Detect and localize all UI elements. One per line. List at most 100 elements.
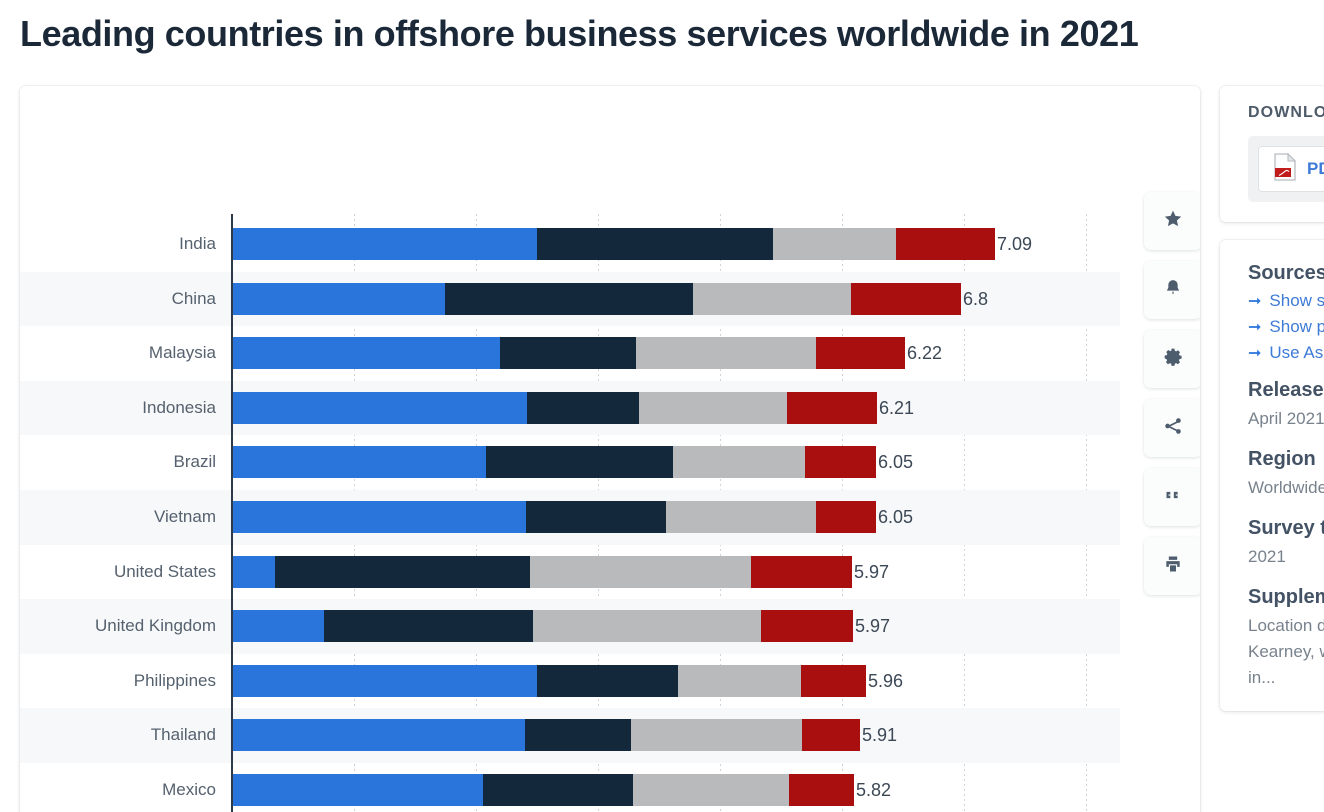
- download-pdf-label: PDF: [1307, 159, 1324, 178]
- y-axis-line: [231, 214, 233, 812]
- bar-segment-3[interactable]: [666, 501, 816, 533]
- chart-row: China 6.8: [20, 271, 1120, 327]
- bar-segment-2[interactable]: [275, 555, 530, 588]
- bar-segment-2[interactable]: [525, 719, 631, 752]
- cite-button[interactable]: [1144, 468, 1200, 526]
- bar-segment-4[interactable]: [751, 555, 852, 588]
- bar-segment-4[interactable]: [802, 719, 860, 752]
- category-label: United Kingdom: [95, 616, 216, 636]
- source-link-0[interactable]: ➞ Show sources information: [1248, 291, 1324, 311]
- share-button[interactable]: [1144, 399, 1200, 457]
- bar-value-label: 6.22: [907, 343, 943, 364]
- bar-segment-3[interactable]: [693, 282, 851, 315]
- bar-segment-1[interactable]: [232, 501, 526, 533]
- bar-value-label: 6.05: [878, 507, 914, 527]
- download-heading: DOWNLOAD: [1248, 104, 1324, 121]
- gear-icon: [1163, 347, 1183, 372]
- bar-segment-4[interactable]: [761, 610, 853, 643]
- arrow-right-icon: ➞: [1248, 319, 1262, 336]
- bar-segment-1[interactable]: [232, 391, 527, 424]
- bar-segment-4[interactable]: [787, 391, 877, 424]
- stacked-bar[interactable]: [232, 228, 995, 260]
- bar-segment-1[interactable]: [232, 282, 445, 315]
- bar-segment-3[interactable]: [773, 228, 896, 260]
- stacked-bar[interactable]: [232, 282, 961, 315]
- chart-row: United States 5.97: [20, 545, 1120, 600]
- bar-value-label: 5.97: [855, 616, 891, 637]
- chart-row: Vietnam 6.05: [20, 490, 1120, 545]
- bar-segment-1[interactable]: [232, 664, 537, 697]
- bar-segment-3[interactable]: [530, 555, 751, 588]
- bar-segment-2[interactable]: [445, 282, 693, 315]
- bar-segment-2[interactable]: [486, 446, 673, 479]
- bell-icon: [1163, 278, 1183, 303]
- stacked-bar[interactable]: [232, 391, 877, 424]
- category-label: Vietnam: [153, 507, 216, 526]
- chart-card: India 7.09 China 6.8 Malaysia 6.22 Indonesia 6.…: [20, 86, 1200, 812]
- bar-segment-2[interactable]: [526, 501, 666, 533]
- bar-segment-1[interactable]: [232, 610, 324, 643]
- bar-segment-3[interactable]: [639, 391, 787, 424]
- bar-segment-4[interactable]: [805, 446, 876, 479]
- survey-value: 2021: [1248, 547, 1286, 566]
- stacked-bar[interactable]: [232, 664, 866, 697]
- chart-row: Indonesia 6.21: [20, 380, 1120, 436]
- chart-plot-area: India 7.09 China 6.8 Malaysia 6.22 Indonesia 6.…: [20, 86, 1120, 812]
- stacked-bar[interactable]: [232, 337, 905, 370]
- download-card: DOWNLOAD PDF: [1220, 86, 1324, 222]
- share-icon: [1163, 416, 1183, 441]
- chart-row: India 7.09: [20, 217, 1120, 272]
- download-pdf-button[interactable]: PDF: [1258, 146, 1324, 192]
- category-label: Mexico: [162, 780, 216, 799]
- source-link-1[interactable]: ➞ Show publisher information: [1248, 317, 1324, 337]
- category-label: Thailand: [150, 725, 216, 745]
- bar-segment-2[interactable]: [537, 228, 773, 260]
- bar-segment-4[interactable]: [851, 282, 961, 315]
- category-label: Malaysia: [148, 343, 216, 363]
- stacked-bar[interactable]: [232, 719, 860, 752]
- supplementary-title: Supplementary notes: [1248, 586, 1324, 608]
- bar-segment-2[interactable]: [483, 774, 633, 806]
- stacked-bar[interactable]: [232, 446, 876, 479]
- pdf-file-icon: [1273, 152, 1297, 186]
- alert-button[interactable]: [1144, 261, 1200, 319]
- source-link-2[interactable]: ➞ Use Ask Statista Research Service: [1248, 343, 1324, 363]
- bar-segment-2[interactable]: [537, 664, 678, 697]
- bar-segment-4[interactable]: [896, 228, 995, 260]
- bar-segment-3[interactable]: [673, 446, 805, 479]
- quote-icon: [1163, 485, 1183, 510]
- region-title: Region: [1248, 448, 1316, 470]
- stacked-bar[interactable]: [232, 501, 876, 533]
- bar-segment-4[interactable]: [816, 337, 905, 370]
- bar-segment-1[interactable]: [232, 446, 486, 479]
- stacked-bar[interactable]: [232, 774, 854, 806]
- meta-card: Sources ➞ Show sources information ➞ Sho…: [1220, 240, 1324, 711]
- bar-segment-1[interactable]: [232, 774, 483, 806]
- bar-segment-2[interactable]: [324, 610, 533, 643]
- bar-segment-4[interactable]: [816, 501, 876, 533]
- print-button[interactable]: [1144, 537, 1200, 595]
- settings-button[interactable]: [1144, 330, 1200, 388]
- category-label: India: [179, 234, 216, 253]
- bar-segment-2[interactable]: [500, 337, 636, 370]
- bar-segment-3[interactable]: [678, 664, 801, 697]
- right-sidebar: DOWNLOAD PDF Sources: [1220, 86, 1324, 812]
- bar-segment-1[interactable]: [232, 719, 525, 752]
- region-value: Worldwide: [1248, 478, 1324, 497]
- survey-title: Survey time period: [1248, 517, 1324, 539]
- bar-segment-4[interactable]: [801, 664, 866, 697]
- bar-segment-3[interactable]: [633, 774, 789, 806]
- stacked-bar[interactable]: [232, 555, 852, 588]
- favorite-button[interactable]: [1144, 192, 1200, 250]
- bar-segment-1[interactable]: [232, 228, 537, 260]
- bar-segment-2[interactable]: [527, 391, 639, 424]
- bar-segment-3[interactable]: [631, 719, 802, 752]
- bar-segment-3[interactable]: [636, 337, 816, 370]
- bar-segment-3[interactable]: [533, 610, 761, 643]
- bar-segment-1[interactable]: [232, 555, 275, 588]
- bar-segment-4[interactable]: [789, 774, 854, 806]
- bar-segment-1[interactable]: [232, 337, 500, 370]
- page-title: Leading countries in offshore business s…: [20, 13, 1139, 54]
- stacked-bar[interactable]: [232, 610, 853, 643]
